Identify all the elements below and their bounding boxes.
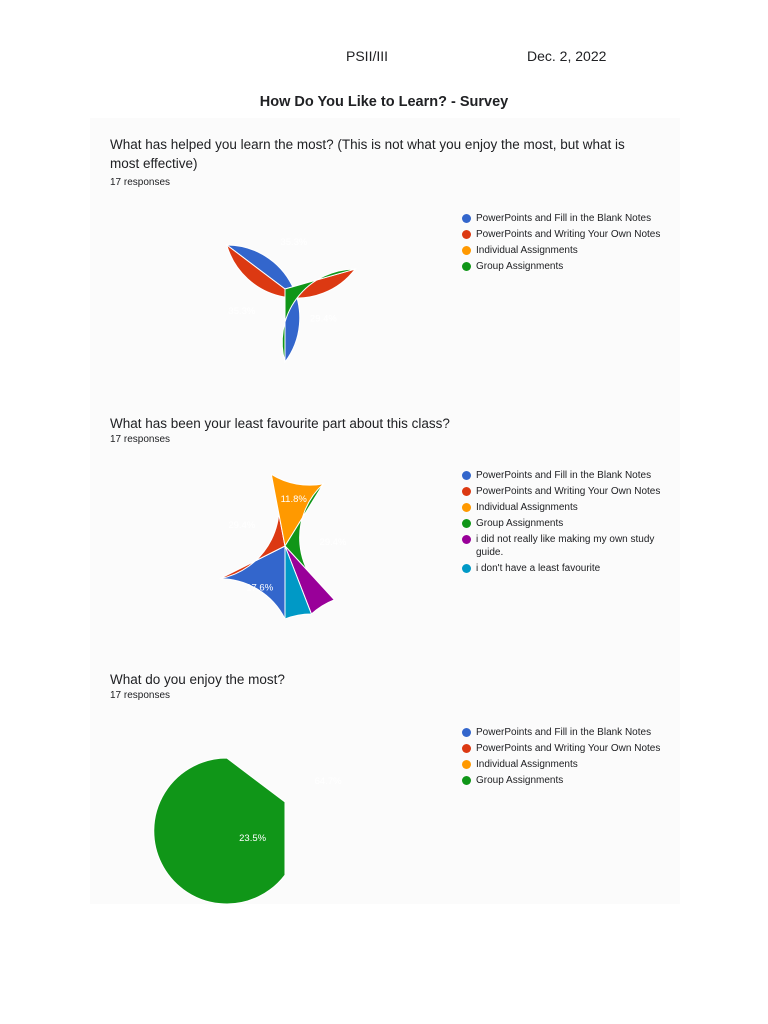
response-count: 17 responses	[110, 690, 171, 701]
pie-slice-powerpoints-and-writing-your-own-notes[interactable]	[225, 243, 357, 299]
legend-color-dot	[462, 776, 471, 785]
legend-color-dot	[462, 262, 471, 271]
legend-label: Individual Assignments	[476, 245, 578, 256]
slice-data-label: 29.4%	[228, 520, 255, 531]
legend-color-dot	[462, 471, 471, 480]
legend-item-powerpoints-and-fill-in-the-blank-notes[interactable]: PowerPoints and Fill in the Blank Notes	[462, 469, 672, 482]
chart-legend: PowerPoints and Fill in the Blank Notes P…	[462, 726, 672, 790]
legend-color-dot	[462, 503, 471, 512]
document-header: PSII/III Dec. 2, 2022	[0, 48, 768, 68]
slice-data-label: 64.7%	[315, 776, 342, 787]
legend-color-dot	[462, 230, 471, 239]
pie-slice-i-don-t-have-a-least-favourite[interactable]	[284, 545, 313, 620]
legend-label: Group Assignments	[476, 518, 564, 529]
legend-item-powerpoints-and-fill-in-the-blank-notes[interactable]: PowerPoints and Fill in the Blank Notes	[462, 726, 672, 739]
legend-color-dot	[462, 744, 471, 753]
pie-slice-group-assignments[interactable]	[153, 757, 286, 905]
chart-legend: PowerPoints and Fill in the Blank Notes P…	[462, 469, 672, 578]
legend-color-dot	[462, 535, 471, 544]
document-title: How Do You Like to Learn? - Survey	[259, 94, 509, 110]
legend-item-powerpoints-and-writing-your-own-notes[interactable]: PowerPoints and Writing Your Own Notes	[462, 485, 672, 498]
course-label: PSII/III	[346, 48, 389, 64]
legend-label: i don't have a least favourite	[476, 563, 601, 574]
legend-item-i-don-t-have-a-least-favourite[interactable]: i don't have a least favourite	[462, 562, 672, 575]
legend-label: PowerPoints and Writing Your Own Notes	[476, 486, 661, 497]
legend-label: Group Assignments	[476, 261, 564, 272]
legend-label: i did not really like making my own stud…	[476, 534, 655, 558]
legend-item-individual-assignments[interactable]: Individual Assignments	[462, 758, 672, 771]
legend-color-dot	[462, 728, 471, 737]
question-title: What do you enjoy the most?	[110, 672, 285, 687]
legend-color-dot	[462, 487, 471, 496]
legend-label: PowerPoints and Writing Your Own Notes	[476, 743, 661, 754]
legend-item-group-assignments[interactable]: Group Assignments	[462, 260, 672, 273]
date-label: Dec. 2, 2022	[527, 48, 607, 64]
question-title: What has helped you learn the most? (Thi…	[110, 137, 625, 171]
legend-item-individual-assignments[interactable]: Individual Assignments	[462, 244, 672, 257]
legend-label: PowerPoints and Fill in the Blank Notes	[476, 727, 652, 738]
pie-slice-powerpoints-and-fill-in-the-blank-notes[interactable]	[219, 545, 286, 620]
legend-label: PowerPoints and Fill in the Blank Notes	[476, 470, 652, 481]
response-count: 17 responses	[110, 434, 171, 445]
legend-label: PowerPoints and Writing Your Own Notes	[476, 229, 661, 240]
pie-chart: 23.5% 64.7%	[153, 757, 342, 905]
legend-item-group-assignments[interactable]: Group Assignments	[462, 517, 672, 530]
slice-data-label: 29.4%	[310, 314, 337, 325]
slice-data-label: 11.8%	[281, 494, 308, 505]
legend-label: Group Assignments	[476, 775, 564, 786]
legend-item-individual-assignments[interactable]: Individual Assignments	[462, 501, 672, 514]
legend-item-powerpoints-and-writing-your-own-notes[interactable]: PowerPoints and Writing Your Own Notes	[462, 228, 672, 241]
chart-legend: PowerPoints and Fill in the Blank Notes P…	[462, 212, 672, 276]
legend-item-powerpoints-and-fill-in-the-blank-notes[interactable]: PowerPoints and Fill in the Blank Notes	[462, 212, 672, 225]
pie-slice-powerpoints-and-fill-in-the-blank-notes[interactable]	[225, 244, 301, 364]
legend-color-dot	[462, 246, 471, 255]
legend-item-powerpoints-and-writing-your-own-notes[interactable]: PowerPoints and Writing Your Own Notes	[462, 742, 672, 755]
slice-data-label: 23.5%	[239, 833, 266, 844]
response-count: 17 responses	[110, 177, 171, 188]
survey-results-panel: What has helped you learn the most? (Thi…	[90, 118, 680, 905]
slice-data-label: 35.3%	[280, 237, 307, 248]
legend-label: PowerPoints and Fill in the Blank Notes	[476, 213, 652, 224]
pie-chart: 17.6% 29.4% 11.8% 29.4%	[219, 473, 347, 620]
legend-color-dot	[462, 564, 471, 573]
legend-item-group-assignments[interactable]: Group Assignments	[462, 774, 672, 787]
legend-item-i-did-not-really-like-making-my-own-study-guide[interactable]: i did not really like making my own stud…	[462, 533, 672, 559]
legend-color-dot	[462, 519, 471, 528]
legend-color-dot	[462, 760, 471, 769]
slice-data-label: 17.6%	[246, 583, 273, 594]
slice-data-label: 35.3%	[228, 306, 255, 317]
legend-label: Individual Assignments	[476, 759, 578, 770]
slice-data-label: 29.4%	[320, 537, 347, 548]
legend-label: Individual Assignments	[476, 502, 578, 513]
legend-color-dot	[462, 214, 471, 223]
pie-slice-group-assignments[interactable]	[281, 268, 356, 363]
pie-chart: 35.3% 35.3% 29.4%	[225, 237, 357, 364]
question-title: What has been your least favourite part …	[110, 416, 450, 431]
